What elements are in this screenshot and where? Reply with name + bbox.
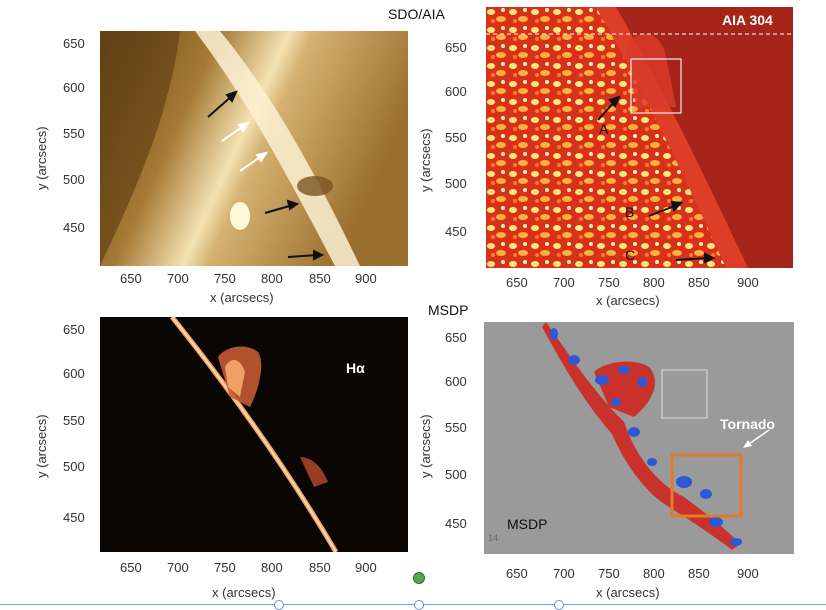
tl-ytick-450: 450: [63, 220, 85, 235]
tl-xtick-850: 850: [309, 271, 331, 286]
bl-ytick-650: 650: [63, 322, 85, 337]
bl-ylabel: y (arcsecs): [34, 414, 49, 478]
rotate-handle[interactable]: [413, 572, 425, 584]
br-ytick-500: 500: [445, 467, 467, 482]
tr-ylabel: y (arcsecs): [418, 128, 433, 192]
tr-ytick-600: 600: [445, 84, 467, 99]
resize-handle-right[interactable]: [554, 600, 564, 610]
br-ytick-600: 600: [445, 374, 467, 389]
tl-ytick-550: 550: [63, 126, 85, 141]
tr-xlabel: x (arcsecs): [596, 293, 660, 308]
br-xtick-850: 850: [688, 566, 710, 581]
msdp-inner-label: MSDP: [507, 516, 548, 532]
marker-a: A: [599, 121, 609, 137]
halpha-label: Hα: [346, 360, 365, 376]
tornado-label: Tornado: [720, 416, 775, 432]
panel-msdp: [484, 322, 794, 554]
tl-xtick-750: 750: [214, 271, 236, 286]
tl-xtick-900: 900: [355, 271, 377, 286]
msdp-image: [484, 322, 794, 554]
br-xtick-700: 700: [553, 566, 575, 581]
br-ytick-650: 650: [445, 330, 467, 345]
bl-ytick-550: 550: [63, 413, 85, 428]
tr-title: SDO/AIA: [388, 6, 445, 22]
panel-aia171: [100, 31, 408, 266]
tr-ytick-450: 450: [445, 224, 467, 239]
halpha-image: [100, 317, 408, 552]
tr-xtick-850: 850: [688, 275, 710, 290]
aia304-label: AIA 304: [722, 12, 773, 28]
br-xtick-800: 800: [643, 566, 665, 581]
bl-xtick-900: 900: [355, 560, 377, 575]
br-title: MSDP: [428, 302, 469, 318]
tl-ytick-500: 500: [63, 172, 85, 187]
br-xtick-750: 750: [598, 566, 620, 581]
br-xtick-650: 650: [506, 566, 528, 581]
tl-ylabel: y (arcsecs): [34, 126, 49, 190]
msdp-corner-number: 14: [488, 533, 499, 543]
bl-xtick-650: 650: [120, 560, 142, 575]
marker-c: C: [625, 247, 636, 263]
bl-xtick-850: 850: [309, 560, 331, 575]
br-xtick-900: 900: [737, 566, 759, 581]
panel-halpha: [100, 317, 408, 552]
br-xlabel: x (arcsecs): [596, 585, 660, 600]
tr-xtick-700: 700: [553, 275, 575, 290]
marker-b: B: [625, 204, 635, 220]
aia304-image: [486, 7, 793, 268]
tl-xtick-700: 700: [167, 271, 189, 286]
bl-xtick-750: 750: [214, 560, 236, 575]
bl-ytick-500: 500: [63, 459, 85, 474]
tl-xtick-800: 800: [261, 271, 283, 286]
bl-xtick-700: 700: [167, 560, 189, 575]
tr-xtick-900: 900: [737, 275, 759, 290]
bl-ytick-600: 600: [63, 366, 85, 381]
tl-ytick-600: 600: [63, 80, 85, 95]
bl-xlabel: x (arcsecs): [212, 585, 276, 600]
resize-handle-left[interactable]: [274, 600, 284, 610]
selection-frame-edge: [0, 604, 826, 605]
br-ylabel: y (arcsecs): [418, 414, 433, 478]
tr-ytick-500: 500: [445, 176, 467, 191]
br-ytick-550: 550: [445, 420, 467, 435]
bl-ytick-450: 450: [63, 510, 85, 525]
bl-xtick-800: 800: [261, 560, 283, 575]
tl-ytick-650: 650: [63, 36, 85, 51]
tr-xtick-800: 800: [643, 275, 665, 290]
tr-ytick-650: 650: [445, 40, 467, 55]
tl-xtick-650: 650: [120, 271, 142, 286]
br-ytick-450: 450: [445, 516, 467, 531]
aia171-image: [100, 31, 408, 266]
resize-handle-center[interactable]: [414, 600, 424, 610]
tr-xtick-750: 750: [598, 275, 620, 290]
tl-xlabel: x (arcsecs): [210, 290, 274, 305]
tr-xtick-650: 650: [506, 275, 528, 290]
tr-ytick-550: 550: [445, 130, 467, 145]
panel-aia304: [486, 7, 793, 268]
